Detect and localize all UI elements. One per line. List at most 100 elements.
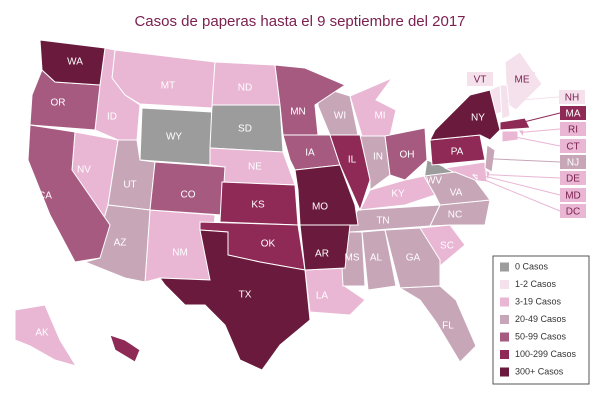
legend-label: 3-19 Casos — [515, 296, 562, 306]
state-label: SC — [440, 241, 454, 252]
state-label: AZ — [114, 238, 127, 249]
state-label: DE — [566, 174, 580, 185]
state — [158, 229, 311, 371]
state-label: MI — [374, 111, 385, 122]
state-label: VT — [474, 75, 487, 86]
state — [384, 227, 441, 289]
state-label: NE — [248, 162, 262, 173]
state — [149, 161, 226, 216]
state-label: NC — [448, 210, 462, 221]
states-layer — [14, 39, 543, 371]
state-label-box — [560, 204, 586, 218]
state — [14, 304, 78, 367]
state-label: OR — [51, 98, 66, 109]
state-label: SD — [238, 124, 252, 135]
legend-label: 1-2 Casos — [515, 279, 557, 289]
leader-line — [487, 174, 561, 179]
leader-line — [504, 96, 560, 102]
leader-line — [513, 112, 561, 125]
state — [109, 334, 141, 363]
state-label-box — [560, 188, 586, 202]
state-label: KS — [251, 200, 265, 211]
state-label: ME — [515, 75, 530, 86]
state-label: LA — [316, 291, 329, 302]
legend-swatch — [500, 332, 509, 342]
state — [27, 124, 111, 263]
state-label: WA — [67, 57, 83, 68]
legend: 0 Casos 1-2 Casos 3-19 Casos 20-49 Casos 50-… — [500, 261, 577, 377]
state-label: IA — [305, 148, 315, 159]
state-label: AK — [35, 328, 49, 339]
state — [499, 84, 511, 120]
legend-label: 100-299 Casos — [515, 349, 577, 359]
state-label: OK — [261, 239, 276, 250]
state-label: MT — [161, 81, 175, 92]
state-label: WY — [166, 132, 182, 143]
leader-line — [475, 175, 561, 212]
state-label: MA — [566, 109, 581, 120]
legend-swatch — [500, 280, 509, 289]
state — [294, 164, 359, 226]
state-label: WI — [334, 111, 346, 122]
state-label: NH — [565, 93, 579, 104]
state-label: DC — [566, 207, 580, 218]
state-label: TX — [239, 290, 252, 301]
legend-swatch — [500, 367, 509, 377]
state-label: PA — [451, 147, 464, 158]
state-label: MD — [565, 191, 581, 202]
legend-label: 20-49 Casos — [515, 314, 567, 324]
state — [39, 39, 106, 86]
legend-swatch — [500, 350, 509, 359]
state-label: VA — [450, 188, 463, 199]
state-label: ID — [107, 112, 117, 123]
state — [429, 199, 491, 227]
state-label: NM — [172, 248, 188, 259]
state-label-box — [560, 171, 586, 185]
state — [299, 224, 351, 271]
state-label: WV — [426, 176, 442, 187]
state-label: CT — [566, 142, 579, 153]
leader-line — [471, 172, 561, 196]
map-title: Casos de paperas hasta el 9 septiembre d… — [134, 13, 465, 30]
legend-swatch — [500, 297, 509, 307]
legend-swatch — [500, 262, 509, 272]
state-label: NY — [471, 113, 485, 124]
state-label-box — [467, 72, 493, 86]
state — [398, 285, 477, 363]
state-label: MS — [345, 253, 360, 264]
state-label: AR — [315, 249, 329, 260]
state-label: FL — [442, 321, 454, 332]
state-label: MN — [290, 107, 306, 118]
state-label: CO — [181, 190, 196, 201]
state — [517, 129, 525, 139]
legend-label: 300+ Casos — [515, 366, 564, 376]
leader-line — [509, 135, 561, 147]
state-label-box — [560, 122, 586, 136]
state-label-box — [509, 72, 535, 86]
state — [329, 134, 371, 212]
legend-label: 0 Casos — [515, 261, 549, 271]
state-label: OH — [400, 150, 415, 161]
state-label: IN — [373, 152, 383, 163]
state — [429, 89, 501, 141]
state-label: ND — [238, 83, 252, 94]
state — [423, 171, 491, 206]
state-label: NJ — [567, 158, 579, 169]
state-label-box — [560, 139, 586, 153]
leader-line — [489, 158, 561, 163]
state-label: UT — [123, 180, 136, 191]
state-label: IL — [348, 155, 357, 166]
state-label-box — [560, 106, 586, 120]
state — [361, 229, 397, 291]
state-label: MO — [312, 202, 328, 213]
legend-label: 50-99 Casos — [515, 331, 567, 341]
state-label: NV — [77, 165, 91, 176]
leader-line — [521, 128, 561, 133]
legend-swatch — [500, 315, 509, 324]
state-label: AL — [370, 253, 383, 264]
state-label: HI — [138, 351, 148, 362]
state-label: RI — [568, 125, 578, 136]
state-label: CA — [38, 191, 52, 202]
state-label-box — [559, 90, 585, 104]
